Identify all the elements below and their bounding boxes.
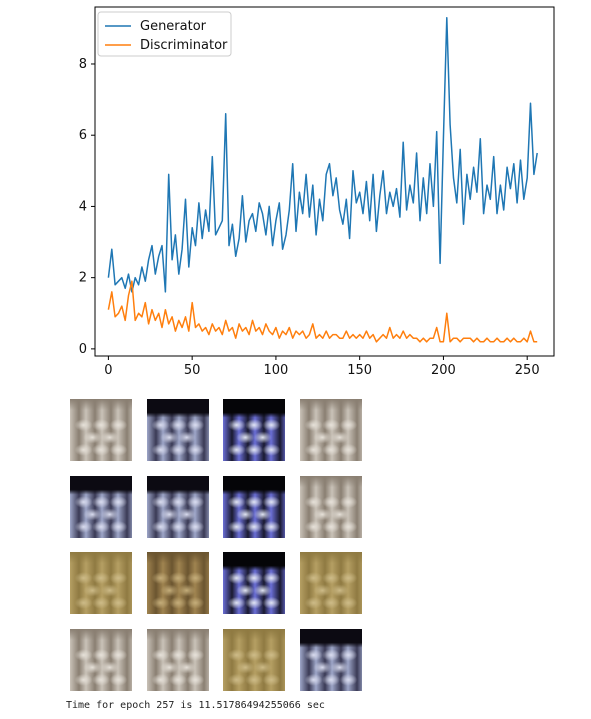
generated-sample-image — [146, 399, 209, 461]
x-tick-label: 50 — [184, 363, 201, 378]
loss-chart: 0 50 100 150 200 250 0 2 4 6 8 Generator Discriminat… — [79, 6, 555, 378]
x-tick-label: 250 — [515, 363, 540, 378]
x-tick-label: 0 — [104, 363, 112, 378]
generated-sample-image — [223, 628, 285, 691]
epoch-time-output: Time for epoch 257 is 11.51786494255066 … — [66, 700, 325, 711]
x-tick-label: 100 — [264, 363, 289, 378]
legend-label-discriminator: Discriminator — [140, 38, 228, 53]
generated-sample-image — [299, 628, 362, 691]
x-tick-label: 150 — [347, 363, 372, 378]
generated-sample-image — [146, 475, 209, 538]
legend-label-generator: Generator — [140, 19, 207, 34]
y-tick-label: 2 — [79, 271, 87, 286]
generated-sample-image — [146, 628, 209, 691]
generated-sample-image — [223, 475, 285, 538]
generated-sample-image — [299, 552, 362, 614]
generated-sample-image — [299, 399, 362, 461]
generated-sample-image — [70, 399, 132, 461]
generated-sample-image — [223, 399, 285, 461]
x-tick-label: 200 — [431, 363, 456, 378]
generated-sample-image — [70, 628, 132, 691]
y-tick-label: 4 — [79, 199, 87, 214]
generated-sample-image — [70, 475, 132, 538]
generated-sample-image — [70, 552, 132, 614]
legend-box — [97, 11, 232, 57]
generated-sample-image — [146, 552, 209, 614]
loss-chart-svg: 0 50 100 150 200 250 0 2 4 6 8 Generator Discriminat… — [79, 6, 555, 378]
y-tick-label: 6 — [79, 128, 87, 143]
y-tick-label: 0 — [79, 342, 87, 357]
series-line-generator — [107, 16, 538, 293]
plot-frame — [94, 6, 555, 357]
generated-samples-grid — [70, 399, 370, 691]
generated-sample-image — [223, 552, 285, 614]
generated-sample-image — [299, 475, 362, 538]
y-tick-label: 8 — [79, 57, 87, 72]
series-line-discriminator — [107, 280, 538, 343]
